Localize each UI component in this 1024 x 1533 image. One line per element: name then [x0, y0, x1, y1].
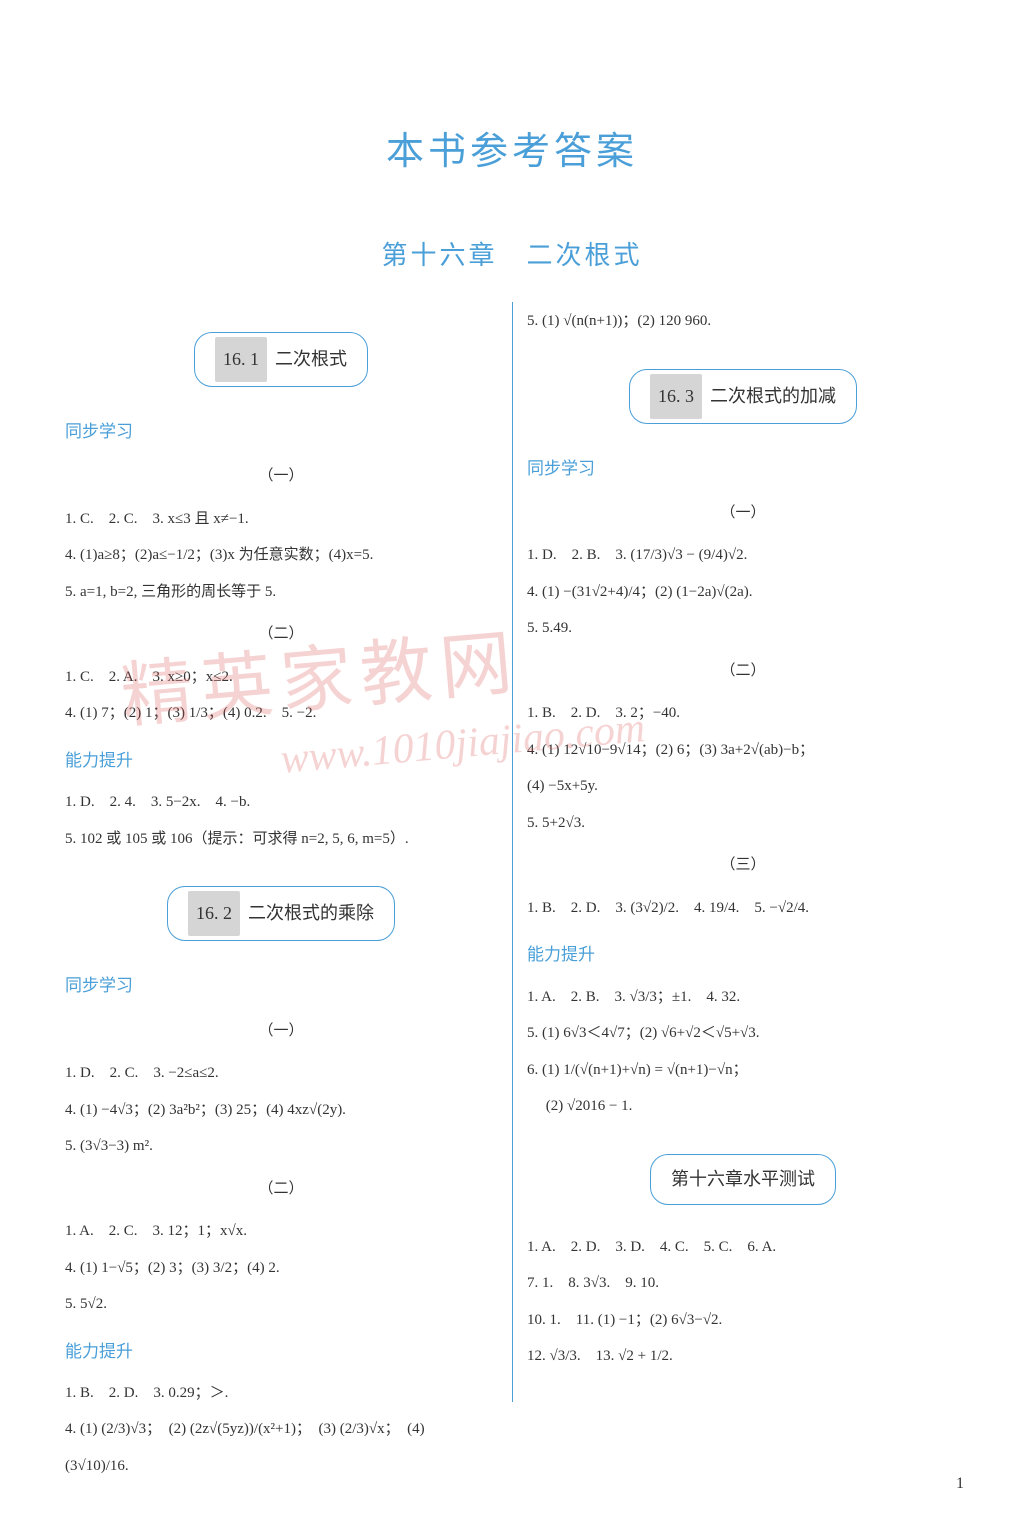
- answer-line: 1. A. 2. D. 3. D. 4. C. 5. C. 6. A.: [527, 1230, 959, 1265]
- section-162-header: 16. 2 二次根式的乘除: [167, 886, 395, 941]
- page-number: 1: [956, 1475, 964, 1493]
- answer-line: 5. 102 或 105 或 106（提示：可求得 n=2, 5, 6, m=5…: [65, 822, 497, 857]
- section-num: 16. 1: [215, 337, 267, 382]
- part-label: （一）: [527, 496, 959, 531]
- answer-line: 1. D. 2. C. 3. −2≤a≤2.: [65, 1056, 497, 1091]
- answer-line: 1. D. 2. 4. 3. 5−2x. 4. −b.: [65, 785, 497, 820]
- section-161-header: 16. 1 二次根式: [194, 332, 368, 387]
- left-column: 16. 1 二次根式 同步学习 （一） 1. C. 2. C. 3. x≤3 且 …: [50, 302, 512, 1485]
- answer-line: 1. A. 2. B. 3. √3/3；±1. 4. 32.: [527, 980, 959, 1015]
- section-title: 二次根式的加减: [710, 386, 836, 406]
- section-num: 16. 2: [188, 891, 240, 936]
- part-label: （二）: [65, 1172, 497, 1207]
- test-header: 第十六章水平测试: [650, 1154, 836, 1205]
- ability-label: 能力提升: [527, 935, 959, 974]
- answer-line: 4. (1) 12√10−9√14；(2) 6；(3) 3a+2√(ab)−b；: [527, 733, 959, 768]
- part-label: （二）: [527, 654, 959, 689]
- column-divider: [512, 302, 513, 1402]
- part-label: （三）: [527, 848, 959, 883]
- answer-line: 12. √3/3. 13. √2 + 1/2.: [527, 1339, 959, 1374]
- answer-line: 4. (1) −4√3；(2) 3a²b²；(3) 25；(4) 4xz√(2y…: [65, 1093, 497, 1128]
- answer-line: 5. 5.49.: [527, 611, 959, 646]
- answer-line: 4. (1)a≥8；(2)a≤−1/2；(3)x 为任意实数；(4)x=5.: [65, 538, 497, 573]
- answer-line: 5. (1) √(n(n+1))；(2) 120 960.: [527, 304, 959, 339]
- answer-line: (2) √2016 − 1.: [527, 1089, 959, 1124]
- section-title: 二次根式: [275, 349, 347, 369]
- answer-line: 1. B. 2. D. 3. 2；−40.: [527, 696, 959, 731]
- answer-line: 4. (1) 7；(2) 1；(3) 1/3；(4) 0.2. 5. −2.: [65, 696, 497, 731]
- chapter-title: 第十六章 二次根式: [50, 235, 974, 272]
- part-label: （一）: [65, 459, 497, 494]
- answer-line: 5. (3√3−3) m².: [65, 1129, 497, 1164]
- answer-line: 1. C. 2. C. 3. x≤3 且 x≠−1.: [65, 502, 497, 537]
- answer-line: 10. 1. 11. (1) −1；(2) 6√3−√2.: [527, 1303, 959, 1338]
- answer-line: 4. (1) −(31√2+4)/4；(2) (1−2a)√(2a).: [527, 575, 959, 610]
- section-163-header: 16. 3 二次根式的加减: [629, 369, 857, 424]
- sync-study-label: 同步学习: [65, 412, 497, 451]
- ability-label: 能力提升: [65, 741, 497, 780]
- right-column: 5. (1) √(n(n+1))；(2) 120 960. 16. 3 二次根式的…: [512, 302, 974, 1485]
- answer-line: (3√10)/16.: [65, 1449, 497, 1484]
- answer-line: 1. D. 2. B. 3. (17/3)√3 − (9/4)√2.: [527, 538, 959, 573]
- answer-line: 1. B. 2. D. 3. 0.29；＞.: [65, 1376, 497, 1411]
- answer-line: (4) −5x+5y.: [527, 769, 959, 804]
- answer-line: 5. (1) 6√3＜4√7；(2) √6+√2＜√5+√3.: [527, 1016, 959, 1051]
- answer-line: 7. 1. 8. 3√3. 9. 10.: [527, 1266, 959, 1301]
- answer-line: 6. (1) 1/(√(n+1)+√n) = √(n+1)−√n；: [527, 1053, 959, 1088]
- main-title: 本书参考答案: [50, 120, 974, 175]
- answer-line: 1. C. 2. A. 3. x≥0；x≤2.: [65, 660, 497, 695]
- sync-study-label: 同步学习: [527, 449, 959, 488]
- answer-line: 5. a=1, b=2, 三角形的周长等于 5.: [65, 575, 497, 610]
- section-title: 二次根式的乘除: [248, 903, 374, 923]
- answer-line: 5. 5√2.: [65, 1287, 497, 1322]
- section-num: 16. 3: [650, 374, 702, 419]
- part-label: （二）: [65, 617, 497, 652]
- answer-line: 1. A. 2. C. 3. 12；1；x√x.: [65, 1214, 497, 1249]
- ability-label: 能力提升: [65, 1332, 497, 1371]
- part-label: （一）: [65, 1014, 497, 1049]
- answer-line: 4. (1) 1−√5；(2) 3；(3) 3/2；(4) 2.: [65, 1251, 497, 1286]
- columns-container: 16. 1 二次根式 同步学习 （一） 1. C. 2. C. 3. x≤3 且 …: [50, 302, 974, 1485]
- answer-line: 5. 5+2√3.: [527, 806, 959, 841]
- sync-study-label: 同步学习: [65, 966, 497, 1005]
- answer-line: 4. (1) (2/3)√3； (2) (2z√(5yz))/(x²+1)； (…: [65, 1412, 497, 1447]
- answer-line: 1. B. 2. D. 3. (3√2)/2. 4. 19/4. 5. −√2/…: [527, 891, 959, 926]
